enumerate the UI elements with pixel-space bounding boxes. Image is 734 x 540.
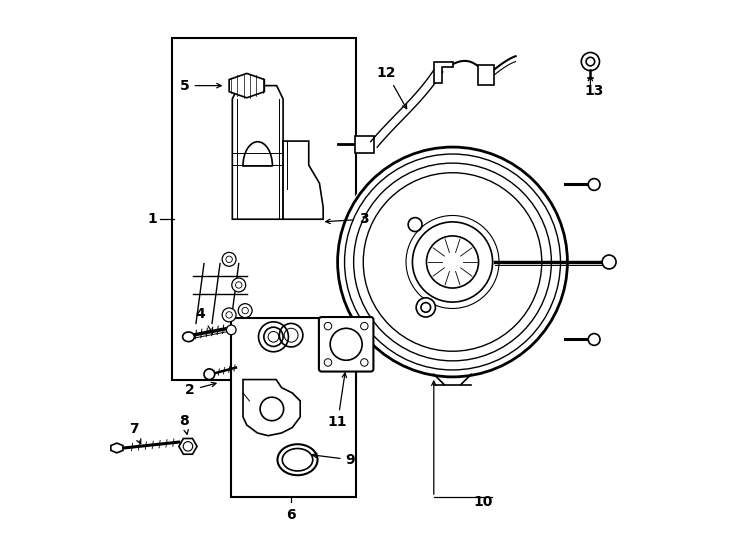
Text: 11: 11 [328,373,347,429]
Text: 3: 3 [326,212,368,226]
Circle shape [222,252,236,266]
Polygon shape [243,380,300,436]
Polygon shape [233,86,283,219]
Circle shape [239,303,252,318]
Polygon shape [283,141,323,219]
Text: 2: 2 [185,382,216,397]
Circle shape [588,334,600,346]
Ellipse shape [183,332,195,342]
Circle shape [602,255,616,269]
Text: 10: 10 [474,496,493,509]
Polygon shape [229,73,264,98]
Circle shape [222,308,236,322]
Text: 12: 12 [377,66,407,109]
Text: 5: 5 [180,79,221,93]
Bar [172,37,356,380]
Text: 9: 9 [313,453,355,467]
Circle shape [588,179,600,191]
Circle shape [232,278,246,292]
Bar [355,136,374,153]
Polygon shape [179,438,197,454]
FancyBboxPatch shape [319,317,374,372]
Text: 6: 6 [286,508,296,522]
Circle shape [416,298,435,317]
Circle shape [335,144,570,380]
Circle shape [204,369,214,380]
Circle shape [227,325,236,335]
Polygon shape [111,443,123,453]
Polygon shape [434,62,453,83]
Bar [478,65,494,85]
Circle shape [413,222,493,302]
Bar [230,318,356,497]
Text: 1: 1 [148,212,158,226]
Circle shape [581,52,600,71]
Text: 4: 4 [196,307,213,333]
Text: 7: 7 [128,422,141,444]
Text: 8: 8 [179,414,189,434]
Text: 13: 13 [584,84,604,98]
